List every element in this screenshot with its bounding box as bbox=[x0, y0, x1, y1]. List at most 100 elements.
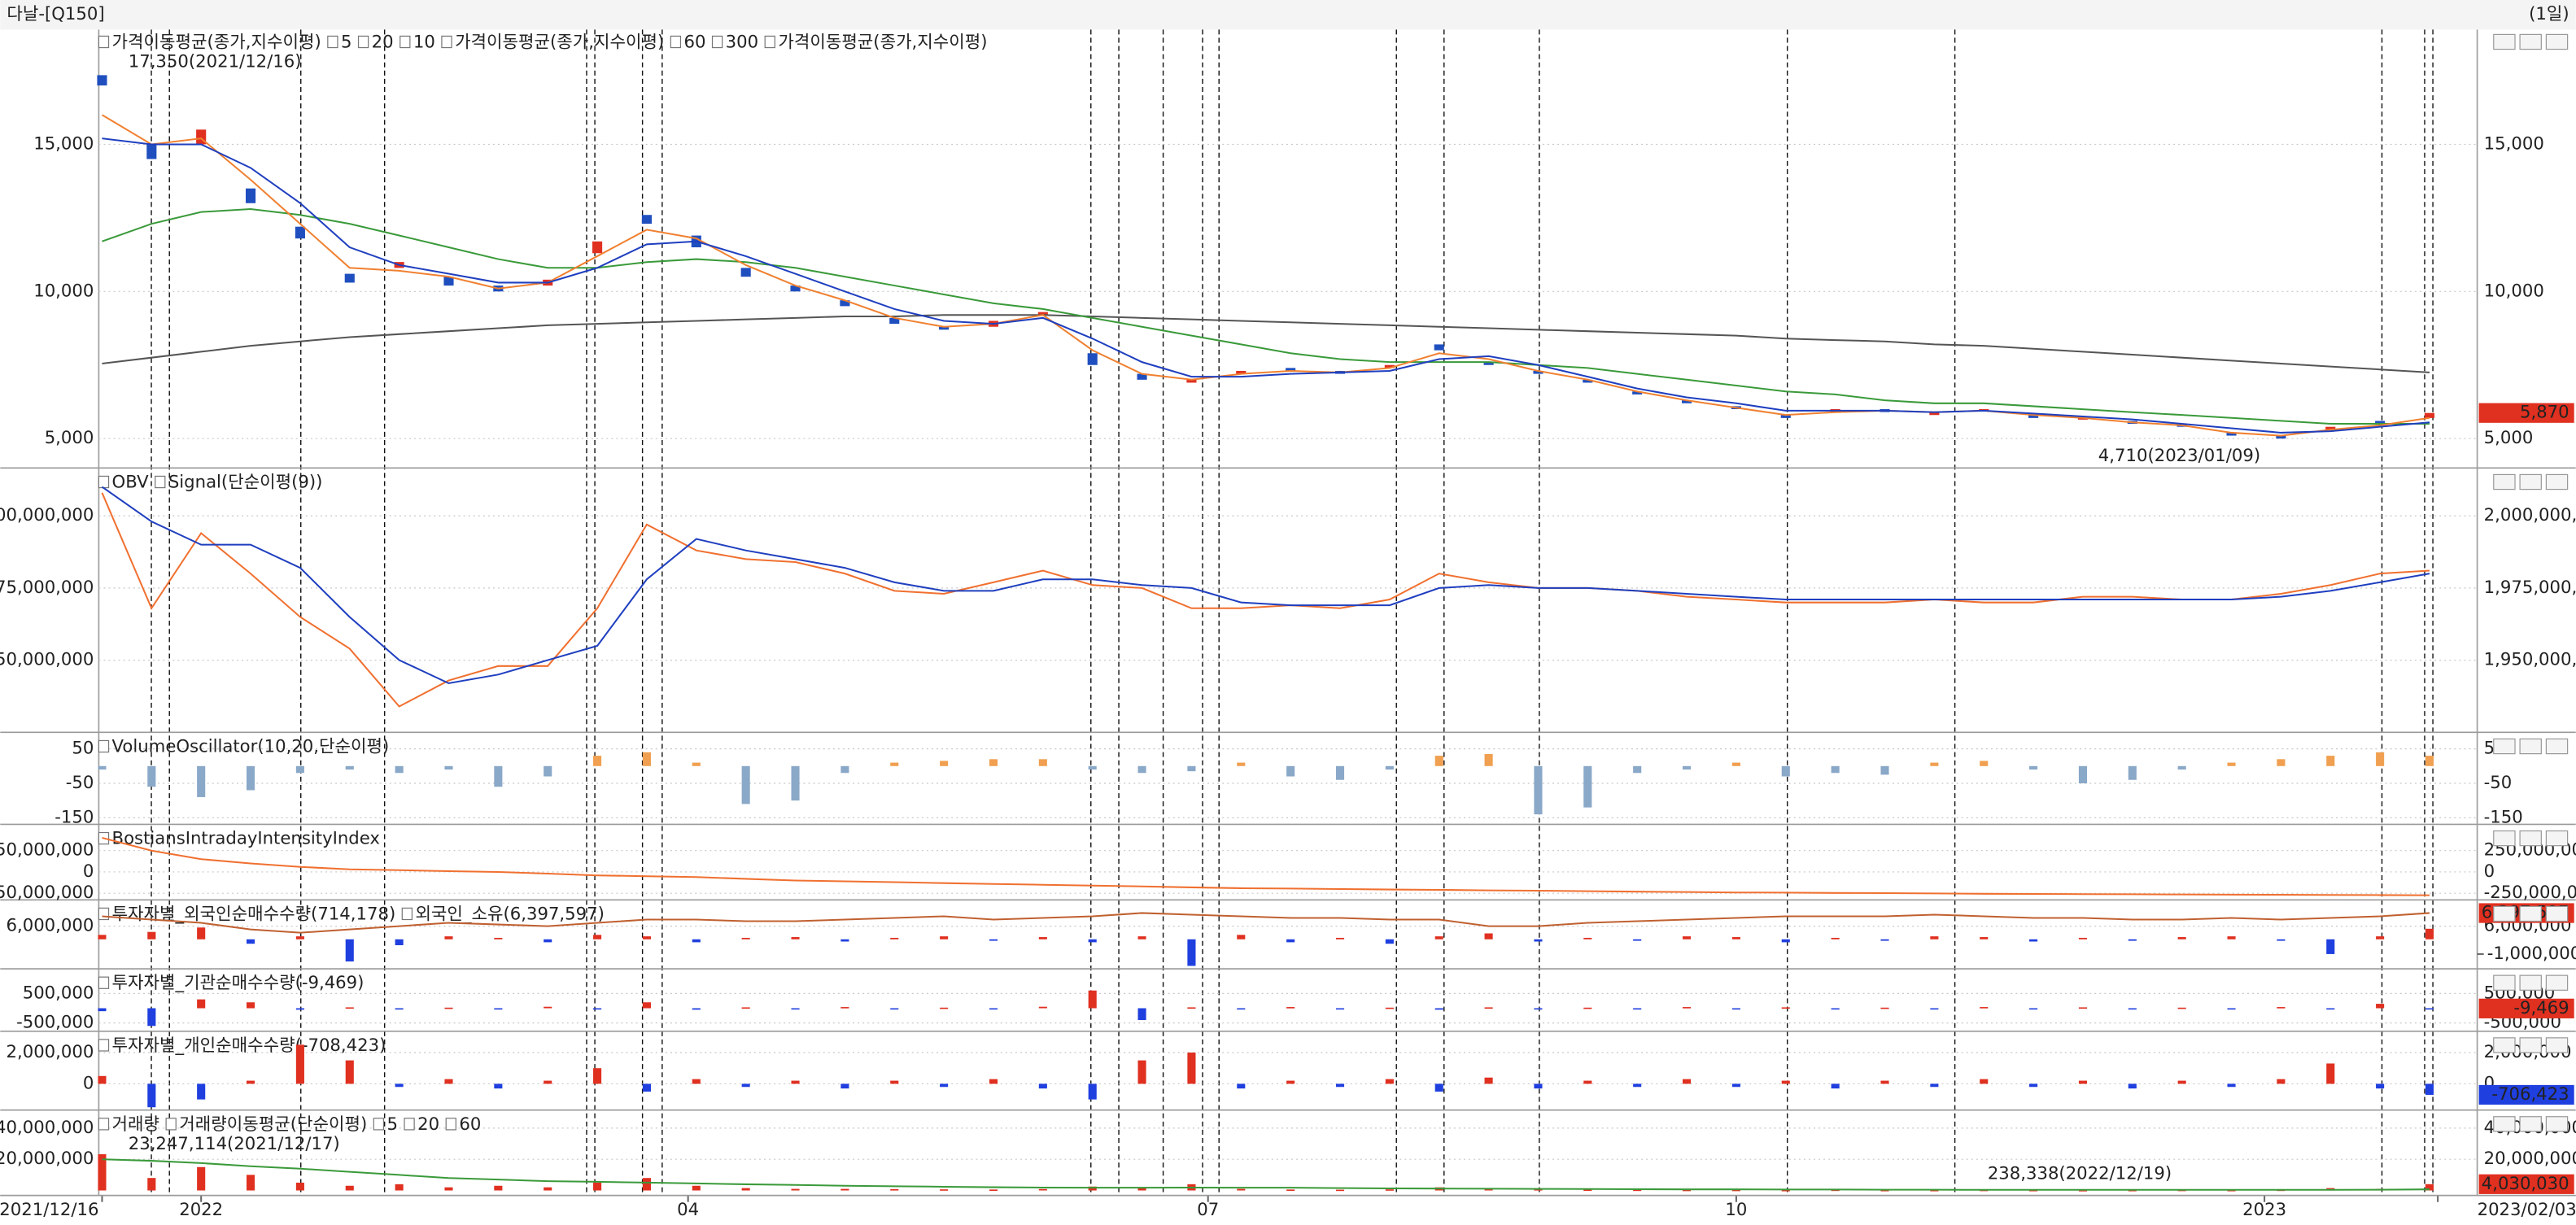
pane-button[interactable] bbox=[2519, 974, 2542, 991]
bar bbox=[1286, 1189, 1295, 1191]
bar bbox=[791, 937, 800, 939]
series-line bbox=[102, 1158, 2430, 1191]
bar bbox=[1088, 990, 1097, 1009]
legend-item: 가격이동평균(종가,지수이평) bbox=[455, 31, 664, 51]
pane-button[interactable] bbox=[2545, 33, 2569, 50]
candle-body bbox=[1137, 373, 1147, 380]
pane-button[interactable] bbox=[2545, 974, 2569, 991]
candle-body bbox=[840, 300, 850, 307]
bar bbox=[840, 1083, 849, 1089]
bar bbox=[147, 1083, 156, 1108]
candle-body bbox=[1286, 368, 1296, 371]
series-line bbox=[102, 137, 2430, 434]
legend-item: VolumeOscillator(10,20,단순이평) bbox=[112, 736, 390, 756]
bar bbox=[1683, 1079, 1692, 1084]
pane: 2,000,000,000 2,000,000,000 1,975,000,000 1… bbox=[0, 472, 2576, 734]
bar bbox=[1385, 939, 1394, 944]
pane-button[interactable] bbox=[2519, 905, 2542, 922]
bar bbox=[1534, 939, 1543, 942]
pane-button[interactable] bbox=[2545, 738, 2569, 755]
pane-button[interactable] bbox=[2519, 1116, 2542, 1132]
pane-button[interactable] bbox=[2519, 1037, 2542, 1053]
bar bbox=[840, 1188, 849, 1191]
y-tick-label-left: -500,000 bbox=[16, 1012, 94, 1032]
bar bbox=[1583, 765, 1592, 808]
pane-button[interactable] bbox=[2493, 905, 2516, 922]
legend-item: 거래량 bbox=[112, 1114, 159, 1134]
legend-item: 거래량이동평균(단순이평) bbox=[179, 1114, 367, 1134]
pane-button[interactable] bbox=[2545, 1116, 2569, 1132]
legend-item: 300 bbox=[726, 31, 758, 51]
bar bbox=[197, 927, 206, 939]
bar bbox=[1633, 939, 1642, 941]
pane: 15,000 15,000 10,000 10,000 5,000 5,000 가격이동평균… bbox=[0, 31, 2576, 469]
bar bbox=[2078, 765, 2088, 783]
pane-button[interactable] bbox=[2519, 830, 2542, 847]
y-tick-label-left: 50 bbox=[72, 738, 94, 758]
pane-button[interactable] bbox=[2519, 473, 2542, 490]
bar bbox=[147, 765, 156, 787]
bar bbox=[1831, 765, 1840, 774]
candle-body bbox=[1929, 412, 1940, 416]
last-value-box bbox=[2478, 1084, 2574, 1105]
y-tick-label-left: 0 bbox=[83, 1072, 94, 1092]
legend-icon bbox=[357, 35, 369, 49]
bar bbox=[1731, 1083, 1740, 1088]
bar bbox=[147, 1008, 156, 1027]
pane-button[interactable] bbox=[2493, 738, 2516, 755]
series-line bbox=[102, 912, 2430, 934]
legend-item: BostiansIntradayIntensityIndex bbox=[112, 828, 380, 848]
pane-button[interactable] bbox=[2519, 738, 2542, 755]
series-line bbox=[101, 486, 2430, 685]
bar bbox=[1335, 1083, 1345, 1088]
series-line bbox=[102, 207, 2430, 425]
pane-button[interactable] bbox=[2493, 830, 2516, 847]
bar bbox=[692, 762, 701, 766]
y-tick-label-left: 250,000,000 bbox=[0, 839, 94, 860]
bar bbox=[1335, 1008, 1345, 1010]
pane-button[interactable] bbox=[2545, 1037, 2569, 1053]
pane-button[interactable] bbox=[2493, 33, 2516, 50]
pane-button[interactable] bbox=[2545, 830, 2569, 847]
bar bbox=[1137, 1060, 1146, 1084]
y-tick-label-left: -250,000,000 bbox=[0, 882, 94, 902]
x-tick-label: 2022 bbox=[179, 1199, 223, 1219]
bar bbox=[1880, 939, 1889, 941]
legend-item: Signal(단순이평(9)) bbox=[168, 472, 323, 492]
pane-button[interactable] bbox=[2493, 1037, 2516, 1053]
bar bbox=[692, 1008, 701, 1010]
pane-button[interactable] bbox=[2493, 1116, 2516, 1132]
bar bbox=[642, 752, 651, 766]
x-tick-label: 2021/12/16 bbox=[0, 1199, 98, 1219]
pane-button[interactable] bbox=[2545, 473, 2569, 490]
bar bbox=[197, 765, 206, 797]
y-tick-label-left: 15,000 bbox=[33, 133, 94, 153]
candle-body bbox=[2325, 426, 2336, 430]
last-value-box bbox=[2478, 403, 2574, 423]
pane-button[interactable] bbox=[2493, 974, 2516, 991]
bar bbox=[1583, 1189, 1592, 1191]
legend-item: 투자자별_기관순매수수량(-9,469) bbox=[112, 972, 365, 992]
bar bbox=[1980, 1007, 1989, 1009]
bar bbox=[1335, 937, 1345, 939]
pane-button[interactable] bbox=[2545, 905, 2569, 922]
bar bbox=[1781, 939, 1790, 943]
bar bbox=[246, 1002, 255, 1009]
candle-body bbox=[1087, 353, 1098, 365]
pane-button[interactable] bbox=[2493, 473, 2516, 490]
candle-body bbox=[2276, 435, 2286, 439]
bar bbox=[2128, 765, 2137, 780]
pane-button[interactable] bbox=[2519, 33, 2542, 50]
legend-item: 가격이동평균(종가,지수이평) bbox=[112, 31, 321, 51]
bar bbox=[1434, 756, 1443, 766]
candle-body bbox=[245, 188, 256, 203]
bar bbox=[1038, 1006, 1047, 1009]
bar bbox=[593, 756, 602, 766]
bar bbox=[2078, 1080, 2088, 1084]
bar bbox=[1831, 937, 1840, 939]
candle-body bbox=[295, 226, 305, 239]
last-value-label: -706,423 bbox=[2491, 1083, 2569, 1104]
bar bbox=[295, 765, 304, 774]
candle-body bbox=[1583, 379, 1593, 383]
bar bbox=[2425, 928, 2434, 939]
